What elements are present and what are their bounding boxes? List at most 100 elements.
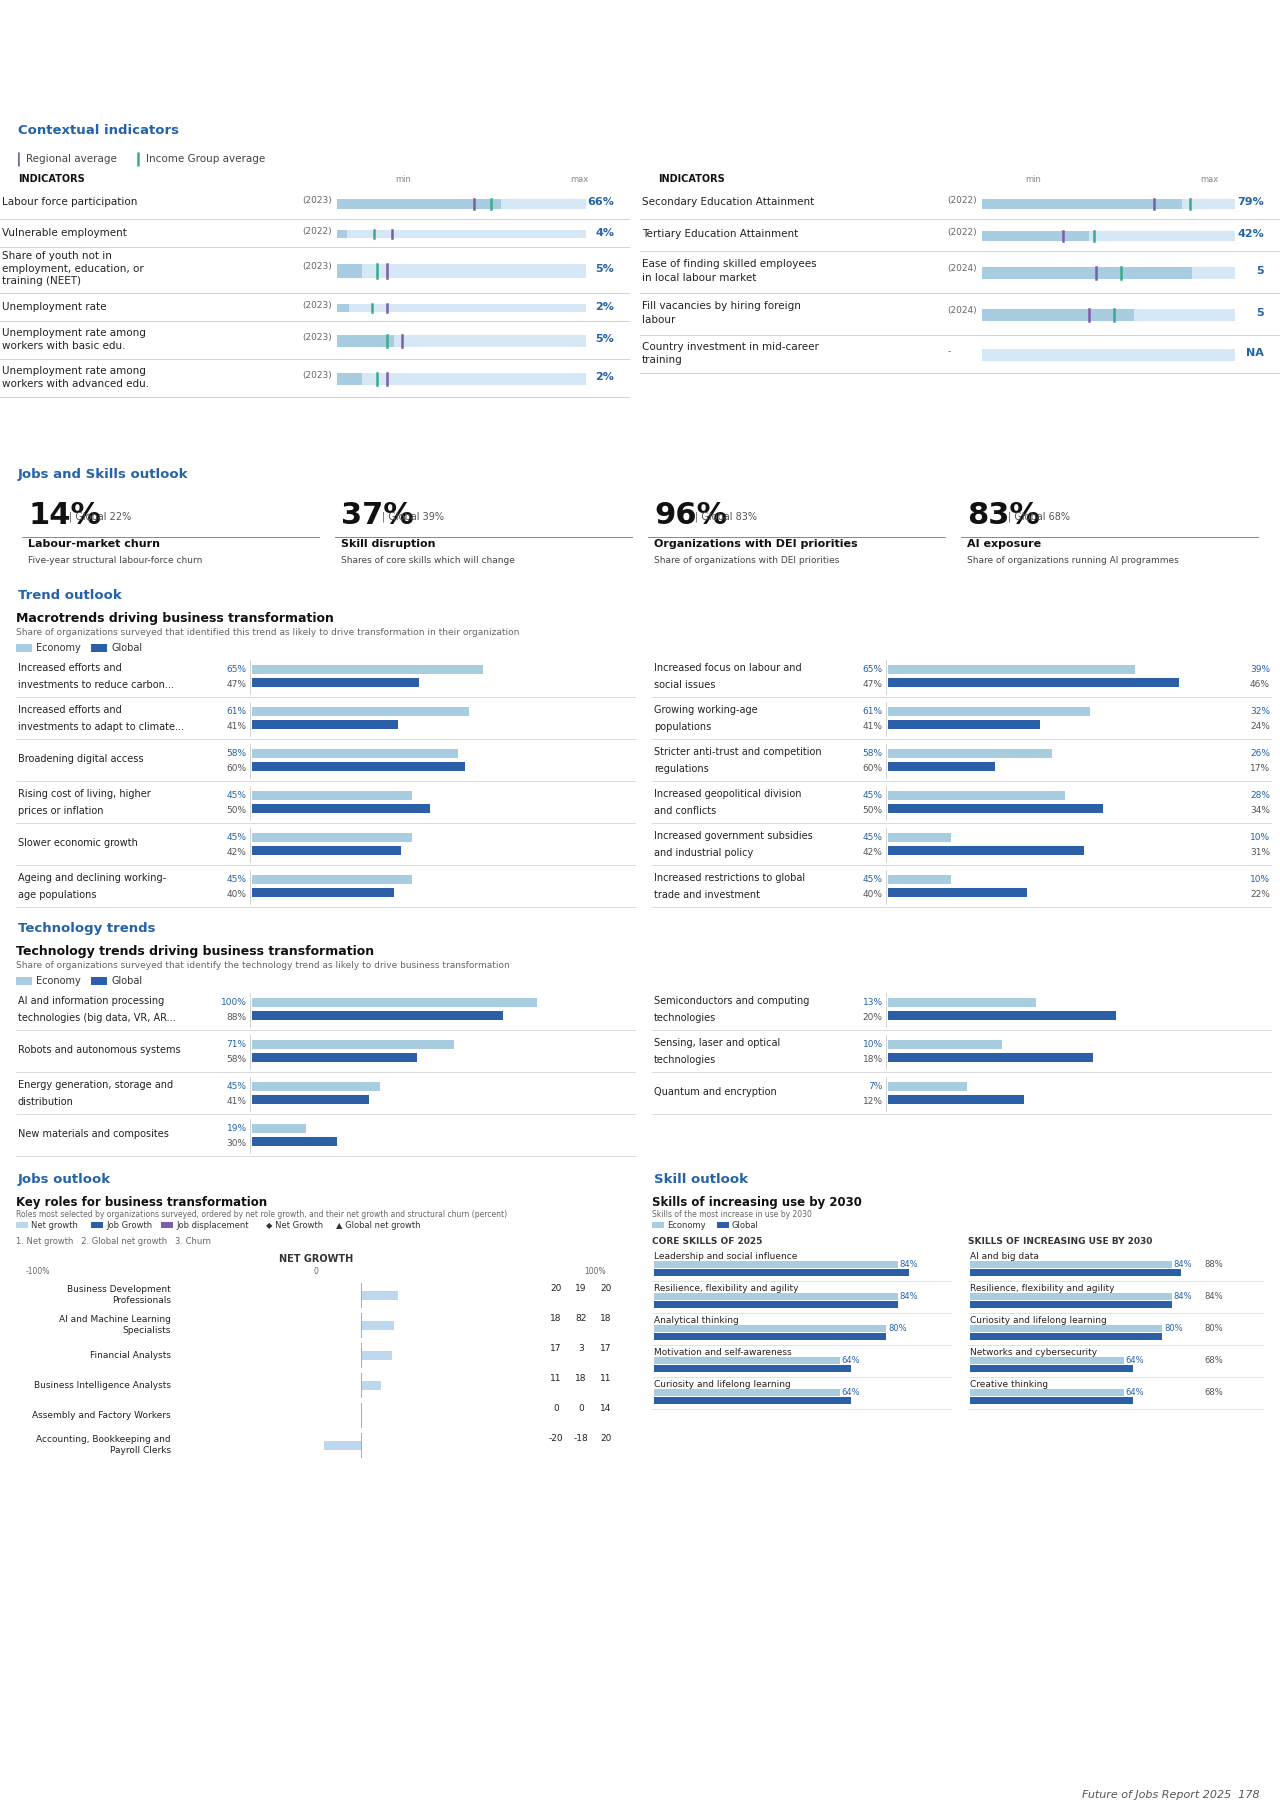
- Text: min: min: [396, 174, 411, 183]
- Text: (2022): (2022): [302, 226, 332, 235]
- Bar: [252, 1094, 369, 1103]
- Bar: [887, 720, 1039, 729]
- Bar: [252, 791, 412, 800]
- Text: 84%: 84%: [900, 1259, 918, 1268]
- Text: training (NEET): training (NEET): [3, 277, 81, 286]
- Text: -: -: [947, 347, 951, 356]
- Bar: [252, 876, 412, 885]
- Bar: [654, 1333, 886, 1340]
- Text: Networks and cybersecurity: Networks and cybersecurity: [970, 1348, 1097, 1357]
- Text: 84%: 84%: [900, 1292, 918, 1301]
- Text: Global: Global: [732, 1221, 759, 1230]
- Text: 45%: 45%: [863, 832, 883, 841]
- Bar: [337, 199, 586, 208]
- Text: Labour force participation: Labour force participation: [3, 197, 137, 208]
- Text: 88%: 88%: [1204, 1259, 1222, 1268]
- Text: 68%: 68%: [1204, 1355, 1222, 1364]
- Text: min: min: [1025, 174, 1041, 183]
- Text: populations: populations: [654, 722, 712, 731]
- Text: Net growth: Net growth: [31, 1221, 78, 1230]
- Text: Trend outlook: Trend outlook: [18, 590, 122, 602]
- Text: Unemployment rate among: Unemployment rate among: [3, 327, 146, 338]
- Bar: [970, 1261, 1171, 1268]
- Text: 50%: 50%: [227, 807, 247, 816]
- Text: Unemployment rate: Unemployment rate: [3, 302, 106, 311]
- Bar: [252, 888, 394, 897]
- Text: Norway: Norway: [29, 52, 195, 90]
- Text: AI exposure: AI exposure: [966, 539, 1041, 550]
- Text: Economy Profile: Economy Profile: [29, 27, 120, 36]
- Bar: [887, 888, 1027, 897]
- Bar: [252, 1123, 306, 1134]
- Text: Share of organizations with DEI priorities: Share of organizations with DEI prioriti…: [654, 555, 840, 564]
- Bar: [252, 1053, 417, 1062]
- Bar: [983, 232, 1235, 241]
- Text: 11: 11: [550, 1373, 562, 1382]
- Text: 12%: 12%: [863, 1096, 883, 1105]
- Text: 58%: 58%: [863, 749, 883, 758]
- Text: AI and Machine Learning: AI and Machine Learning: [59, 1315, 172, 1324]
- Text: Assembly and Factory Workers: Assembly and Factory Workers: [32, 1411, 172, 1420]
- Bar: [887, 1011, 1116, 1020]
- Bar: [983, 349, 1235, 360]
- Text: Growing working-age: Growing working-age: [654, 706, 758, 715]
- Bar: [252, 999, 536, 1008]
- Bar: [887, 834, 951, 843]
- Text: 0: 0: [579, 1404, 584, 1413]
- Bar: [15, 644, 32, 651]
- Text: 65%: 65%: [227, 666, 247, 675]
- Text: 17: 17: [600, 1344, 612, 1353]
- Text: 19: 19: [575, 1284, 586, 1293]
- Text: 80%: 80%: [1204, 1324, 1222, 1333]
- Text: 3: 3: [579, 1344, 584, 1353]
- Bar: [337, 264, 586, 279]
- Text: 1 / 2: 1 / 2: [627, 27, 653, 36]
- Text: 5%: 5%: [595, 264, 614, 273]
- Text: 4%: 4%: [595, 228, 614, 237]
- Bar: [337, 335, 586, 347]
- Text: Technology trends: Technology trends: [18, 923, 155, 935]
- Text: 100%: 100%: [585, 1268, 605, 1277]
- Text: (2023): (2023): [302, 371, 332, 380]
- Text: 10%: 10%: [1249, 832, 1270, 841]
- Text: Secondary Education Attainment: Secondary Education Attainment: [643, 197, 814, 208]
- Bar: [887, 1053, 1093, 1062]
- Text: 45%: 45%: [227, 832, 247, 841]
- Text: 11: 11: [600, 1373, 612, 1382]
- Bar: [252, 1082, 380, 1091]
- Bar: [654, 1357, 840, 1364]
- Text: 1. Net growth   2. Global net growth   3. Churn: 1. Net growth 2. Global net growth 3. Ch…: [15, 1237, 211, 1246]
- Text: 61%: 61%: [863, 707, 883, 716]
- Text: Economy: Economy: [36, 642, 81, 653]
- Text: Share of youth not in: Share of youth not in: [3, 251, 111, 260]
- Bar: [337, 304, 349, 313]
- Text: 2%: 2%: [595, 373, 614, 382]
- Text: Resilience, flexibility and agility: Resilience, flexibility and agility: [970, 1284, 1115, 1293]
- Bar: [361, 1290, 398, 1299]
- Text: Energy generation, storage and: Energy generation, storage and: [18, 1080, 173, 1089]
- Text: Jobs outlook: Jobs outlook: [18, 1172, 111, 1187]
- Bar: [983, 266, 1192, 279]
- Text: NET GROWTH: NET GROWTH: [279, 1254, 353, 1264]
- Text: trade and investment: trade and investment: [654, 890, 760, 899]
- Bar: [654, 1364, 851, 1371]
- Text: 2%: 2%: [595, 302, 614, 311]
- Bar: [970, 1324, 1162, 1331]
- Text: 18: 18: [600, 1313, 612, 1322]
- Text: 0: 0: [314, 1268, 319, 1277]
- Bar: [887, 803, 1103, 812]
- Text: Shares of core skills which will change: Shares of core skills which will change: [340, 555, 515, 564]
- Text: Economy: Economy: [667, 1221, 705, 1230]
- Bar: [970, 1357, 1124, 1364]
- Text: Macrotrends driving business transformation: Macrotrends driving business transformat…: [15, 611, 334, 624]
- Bar: [15, 977, 32, 984]
- Text: Business Development: Business Development: [68, 1284, 172, 1293]
- Text: (2023): (2023): [302, 300, 332, 309]
- Bar: [983, 309, 1235, 322]
- Text: (2023): (2023): [302, 262, 332, 271]
- Text: distribution: distribution: [18, 1096, 74, 1107]
- Text: Analytical thinking: Analytical thinking: [654, 1315, 739, 1324]
- Bar: [970, 1268, 1181, 1275]
- Text: Specialists: Specialists: [123, 1326, 172, 1335]
- Text: 41%: 41%: [863, 722, 883, 731]
